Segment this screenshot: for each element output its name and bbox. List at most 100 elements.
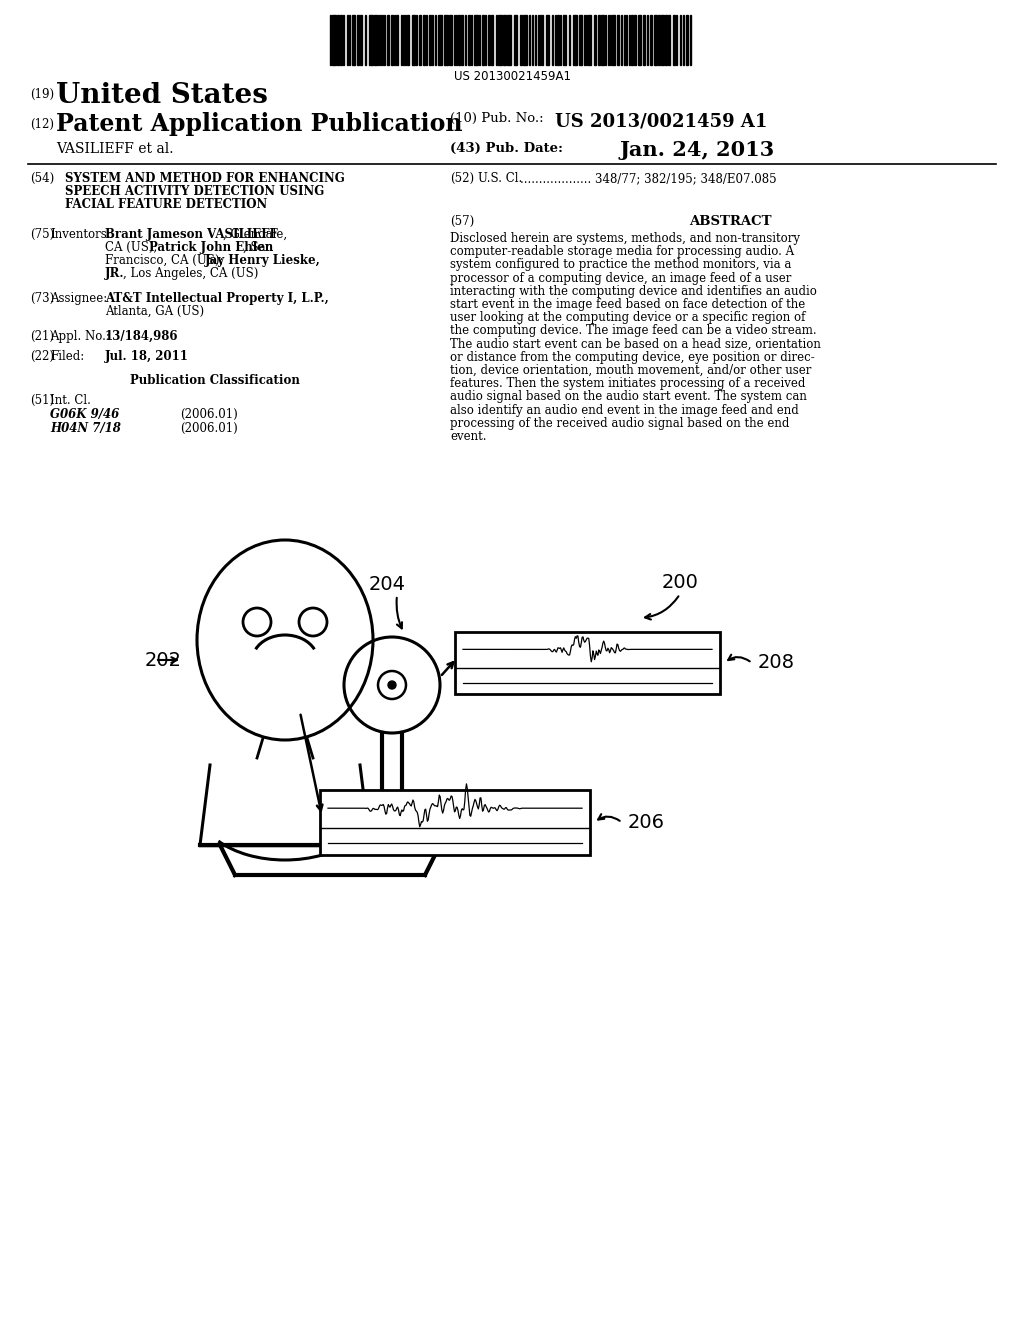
Text: computer-readable storage media for processing audio. A: computer-readable storage media for proc… [450, 246, 795, 259]
Bar [563, 15, 566, 65]
Bar [482, 15, 484, 65]
Bar [444, 15, 449, 65]
Text: Jay Henry Lieske,: Jay Henry Lieske, [205, 253, 321, 267]
Bar [503, 15, 506, 65]
Bar [654, 15, 657, 65]
Text: the computing device. The image feed can be a video stream.: the computing device. The image feed can… [450, 325, 816, 338]
Text: features. Then the system initiates processing of a received: features. Then the system initiates proc… [450, 378, 805, 391]
Bar [579, 15, 582, 65]
Bar [673, 15, 675, 65]
Text: tion, device orientation, mouth movement, and/or other user: tion, device orientation, mouth movement… [450, 364, 811, 378]
Bar [573, 15, 577, 65]
Text: Filed:: Filed: [50, 350, 84, 363]
Text: AT&T Intellectual Property I, L.P.,: AT&T Intellectual Property I, L.P., [105, 292, 329, 305]
Text: H04N 7/18: H04N 7/18 [50, 422, 121, 436]
Text: SYSTEM AND METHOD FOR ENHANCING: SYSTEM AND METHOD FOR ENHANCING [65, 172, 345, 185]
Text: Int. Cl.: Int. Cl. [50, 393, 91, 407]
Text: Jul. 18, 2011: Jul. 18, 2011 [105, 350, 188, 363]
Text: interacting with the computing device and identifies an audio: interacting with the computing device an… [450, 285, 817, 298]
Bar [658, 15, 660, 65]
Bar [546, 15, 549, 65]
Text: , Glendale,: , Glendale, [223, 228, 287, 242]
Bar [601, 15, 604, 65]
Bar [498, 15, 502, 65]
Bar [423, 15, 425, 65]
Text: ABSTRACT: ABSTRACT [689, 215, 771, 228]
Bar [612, 15, 615, 65]
Text: system configured to practice the method monitors, via a: system configured to practice the method… [450, 259, 792, 272]
Text: (54): (54) [30, 172, 54, 185]
Text: (21): (21) [30, 330, 54, 343]
Bar [319, 789, 590, 855]
Bar [650, 15, 652, 65]
Bar [668, 15, 670, 65]
Bar [449, 15, 452, 65]
Bar [665, 15, 667, 65]
Bar [438, 15, 442, 65]
Bar [458, 15, 460, 65]
Text: Inventors:: Inventors: [50, 228, 111, 242]
Text: US 20130021459A1: US 20130021459A1 [454, 70, 570, 83]
Bar [407, 15, 409, 65]
Bar [468, 15, 470, 65]
Bar [557, 15, 559, 65]
Text: 13/184,986: 13/184,986 [105, 330, 178, 343]
Bar [357, 15, 359, 65]
Text: , San: , San [243, 242, 273, 253]
Text: (57): (57) [450, 215, 474, 228]
Bar [340, 15, 342, 65]
Text: also identify an audio end event in the image feed and end: also identify an audio end event in the … [450, 404, 799, 417]
Bar [455, 632, 720, 694]
Text: (2006.01): (2006.01) [180, 408, 238, 421]
Text: (10) Pub. No.:: (10) Pub. No.: [450, 112, 544, 125]
Text: Brant Jameson VASILIEFF: Brant Jameson VASILIEFF [105, 228, 278, 242]
Text: G06K 9/46: G06K 9/46 [50, 408, 119, 421]
Text: Disclosed herein are systems, methods, and non-transitory: Disclosed herein are systems, methods, a… [450, 232, 800, 246]
Text: (22): (22) [30, 350, 54, 363]
Text: or distance from the computing device, eye position or direc-: or distance from the computing device, e… [450, 351, 815, 364]
Bar [514, 15, 517, 65]
Bar [520, 15, 522, 65]
Bar [429, 15, 431, 65]
Bar [507, 15, 511, 65]
Bar [638, 15, 641, 65]
Text: Patrick John Ehlen: Patrick John Ehlen [150, 242, 273, 253]
Bar [474, 15, 478, 65]
Text: (73): (73) [30, 292, 54, 305]
Text: Assignee:: Assignee: [50, 292, 108, 305]
Bar [643, 15, 645, 65]
Text: event.: event. [450, 430, 486, 444]
Bar [662, 15, 664, 65]
Bar [617, 15, 618, 65]
Text: user looking at the computing device or a specific region of: user looking at the computing device or … [450, 312, 805, 325]
Text: processing of the received audio signal based on the end: processing of the received audio signal … [450, 417, 790, 430]
Bar [419, 15, 421, 65]
Text: ................... 348/77; 382/195; 348/E07.085: ................... 348/77; 382/195; 348… [520, 172, 776, 185]
Text: U.S. Cl.: U.S. Cl. [478, 172, 522, 185]
Text: processor of a computing device, an image feed of a user: processor of a computing device, an imag… [450, 272, 792, 285]
Text: CA (US);: CA (US); [105, 242, 161, 253]
Text: The audio start event can be based on a head size, orientation: The audio start event can be based on a … [450, 338, 821, 351]
Bar [686, 15, 688, 65]
Text: 208: 208 [758, 653, 795, 672]
Bar [594, 15, 596, 65]
Text: Jan. 24, 2013: Jan. 24, 2013 [620, 140, 775, 160]
Text: audio signal based on the audio start event. The system can: audio signal based on the audio start ev… [450, 391, 807, 404]
Text: (51): (51) [30, 393, 54, 407]
Bar [369, 15, 373, 65]
Bar [523, 15, 527, 65]
Text: SPEECH ACTIVITY DETECTION USING: SPEECH ACTIVITY DETECTION USING [65, 185, 325, 198]
Text: Atlanta, GA (US): Atlanta, GA (US) [105, 305, 204, 318]
Text: 200: 200 [662, 573, 698, 591]
Text: US 2013/0021459 A1: US 2013/0021459 A1 [555, 112, 767, 129]
Text: , Los Angeles, CA (US): , Los Angeles, CA (US) [123, 267, 258, 280]
Text: 204: 204 [369, 574, 406, 594]
Bar [488, 15, 490, 65]
Text: (75): (75) [30, 228, 54, 242]
Bar [391, 15, 393, 65]
Bar [360, 15, 362, 65]
Text: United States: United States [56, 82, 268, 110]
Bar [598, 15, 600, 65]
Bar [461, 15, 463, 65]
Bar [337, 15, 339, 65]
